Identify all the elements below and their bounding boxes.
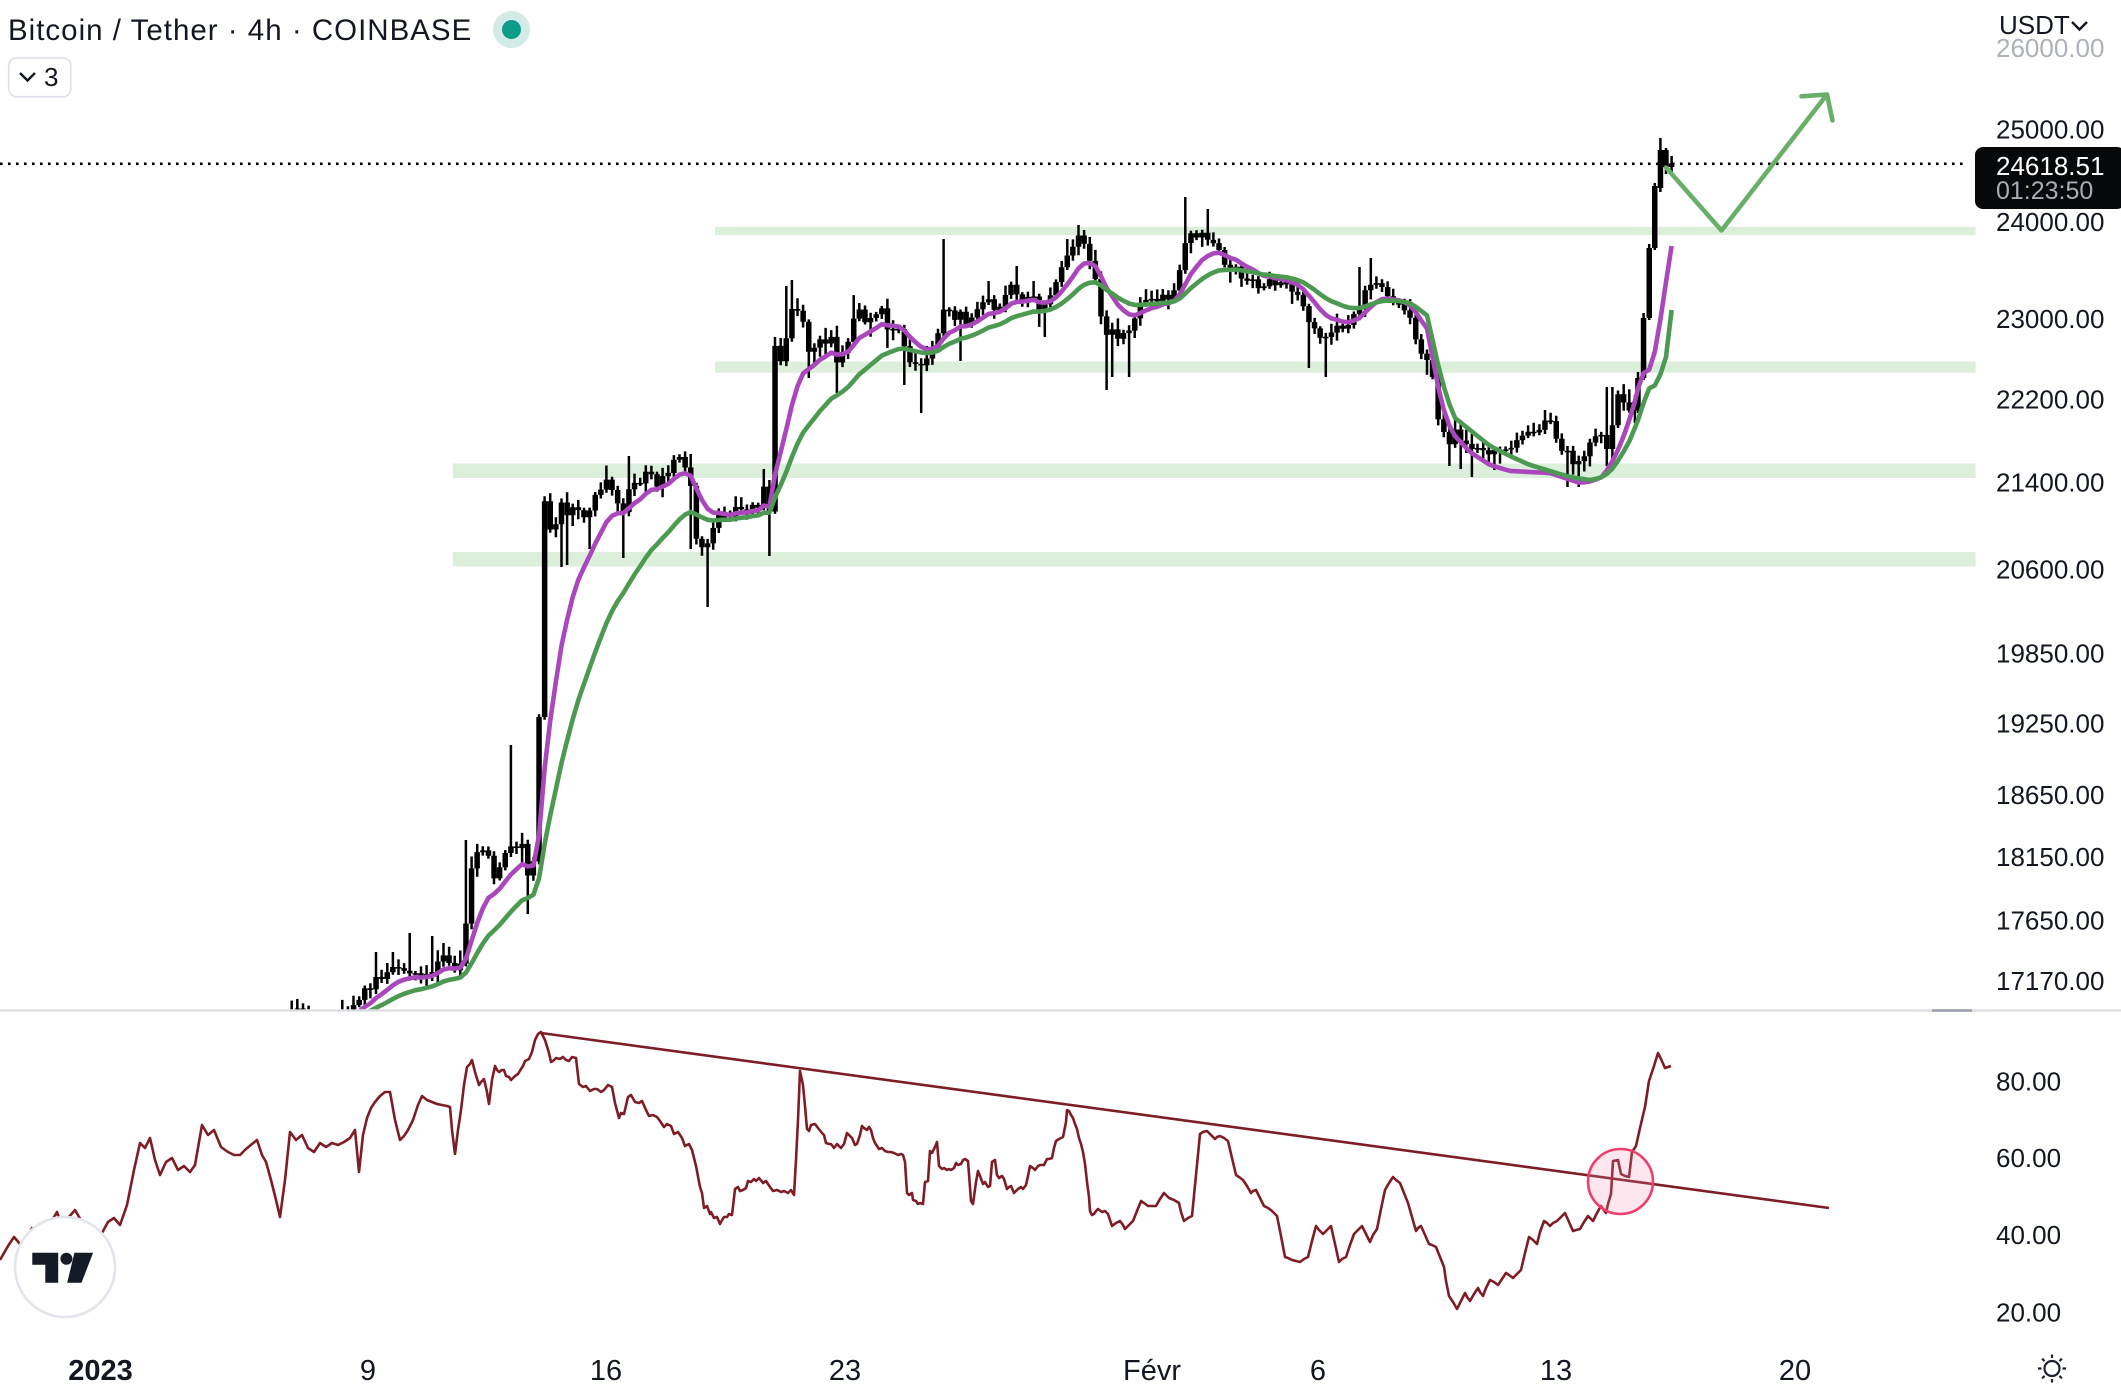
svg-text:6: 6 [1310, 1355, 1326, 1387]
svg-text:16: 16 [590, 1355, 622, 1387]
svg-text:3: 3 [44, 62, 58, 92]
svg-text:Bitcoin / Tether · 4h · COINBA: Bitcoin / Tether · 4h · COINBASE [8, 14, 472, 47]
svg-text:Févr: Févr [1123, 1355, 1181, 1387]
svg-text:17650.00: 17650.00 [1996, 906, 2104, 936]
svg-text:01:23:50: 01:23:50 [1996, 177, 2093, 205]
svg-text:23: 23 [829, 1355, 861, 1387]
svg-text:18150.00: 18150.00 [1996, 842, 2104, 872]
svg-text:19250.00: 19250.00 [1996, 708, 2104, 738]
svg-text:USDT: USDT [1999, 10, 2070, 40]
svg-text:23000.00: 23000.00 [1996, 304, 2104, 334]
svg-text:2023: 2023 [68, 1355, 133, 1387]
svg-text:19850.00: 19850.00 [1996, 639, 2104, 669]
svg-text:22200.00: 22200.00 [1996, 384, 2104, 414]
svg-text:20.00: 20.00 [1996, 1297, 2061, 1327]
svg-text:40.00: 40.00 [1996, 1220, 2061, 1250]
svg-text:17170.00: 17170.00 [1996, 966, 2104, 996]
svg-text:26000.00: 26000.00 [1996, 33, 2104, 63]
svg-text:24618.51: 24618.51 [1996, 151, 2104, 181]
svg-text:20: 20 [1779, 1355, 1811, 1387]
svg-text:18650.00: 18650.00 [1996, 780, 2104, 810]
svg-text:21400.00: 21400.00 [1996, 468, 2104, 498]
svg-text:20600.00: 20600.00 [1996, 554, 2104, 584]
svg-text:25000.00: 25000.00 [1996, 114, 2104, 144]
svg-text:9: 9 [360, 1355, 376, 1387]
svg-text:24000.00: 24000.00 [1996, 207, 2104, 237]
svg-text:60.00: 60.00 [1996, 1143, 2061, 1173]
svg-text:80.00: 80.00 [1996, 1066, 2061, 1096]
svg-text:13: 13 [1540, 1355, 1572, 1387]
